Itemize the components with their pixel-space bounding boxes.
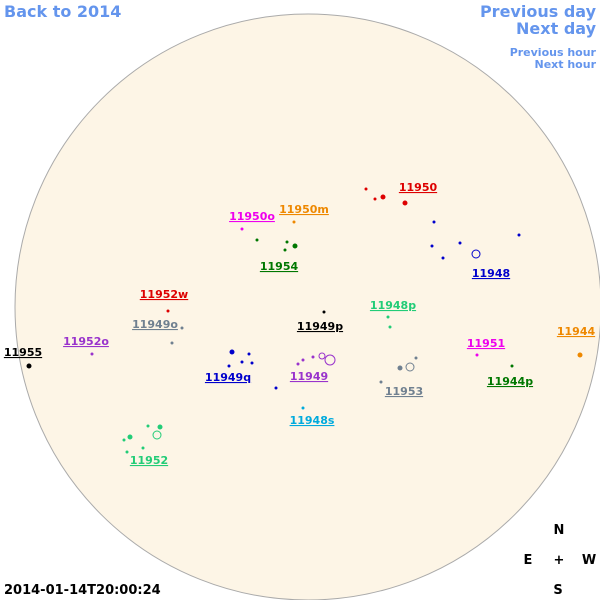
sunspot: [402, 200, 408, 206]
sunspot: [430, 244, 434, 248]
sunspot: [170, 341, 174, 345]
sunspot: [405, 362, 415, 372]
sunspot: [471, 249, 481, 259]
sunspot: [379, 380, 383, 384]
sunspot: [146, 424, 150, 428]
sunspot: [432, 220, 436, 224]
region-label[interactable]: 11952w: [140, 288, 188, 301]
sunspot: [180, 326, 184, 330]
region-label[interactable]: 11949: [290, 370, 328, 383]
region-label[interactable]: 11950: [399, 181, 438, 194]
compass-south: S: [553, 583, 562, 598]
sunspot: [240, 360, 244, 364]
sunspot: [373, 197, 377, 201]
region-label[interactable]: 11948p: [370, 299, 416, 312]
sunspot: [577, 352, 583, 358]
sunspot: [324, 354, 336, 366]
sunspot: [283, 248, 287, 252]
sunspot: [166, 309, 170, 313]
region-label[interactable]: 11944: [557, 325, 596, 338]
sunspot: [157, 424, 163, 430]
previous-hour-link[interactable]: Previous hour: [510, 46, 597, 59]
region-label[interactable]: 11949q: [205, 371, 251, 384]
sunspot: [285, 240, 289, 244]
sunspot: [322, 310, 326, 314]
solar-disk: [14, 13, 600, 600]
region-label[interactable]: 11954: [260, 260, 299, 273]
region-label[interactable]: 11949p: [297, 320, 343, 333]
timestamp: 2014-01-14T20:00:24: [4, 583, 161, 598]
sunspot: [386, 315, 390, 319]
sunspot: [127, 434, 133, 440]
compass-center: +: [554, 553, 565, 568]
region-label[interactable]: 11949o: [132, 318, 178, 331]
region-label[interactable]: 11950m: [279, 203, 329, 216]
compass-east: E: [524, 553, 533, 568]
compass-west: W: [582, 553, 596, 568]
region-label[interactable]: 11952: [130, 454, 168, 467]
sunspot: [510, 364, 514, 368]
region-label[interactable]: 11952o: [63, 335, 109, 348]
sunspot: [227, 364, 231, 368]
sunspot: [26, 363, 32, 369]
sunspot: [240, 227, 244, 231]
sunspot: [380, 194, 386, 200]
sunspots: [26, 187, 583, 454]
sunspot: [517, 233, 521, 237]
sunspot: [229, 349, 235, 355]
back-link[interactable]: Back to 2014: [4, 2, 121, 21]
region-label[interactable]: 11944p: [487, 375, 533, 388]
sunspot: [301, 406, 305, 410]
sunspot: [141, 446, 145, 450]
previous-day-link[interactable]: Previous day: [480, 2, 597, 21]
region-label[interactable]: 11948: [472, 267, 510, 280]
region-label[interactable]: 11955: [4, 346, 42, 359]
sunspot: [250, 361, 254, 365]
sunspot: [247, 352, 251, 356]
sunspot: [318, 352, 326, 360]
region-label[interactable]: 11951: [467, 337, 505, 350]
sunspot: [90, 352, 94, 356]
region-label[interactable]: 11948s: [290, 414, 335, 427]
next-day-link[interactable]: Next day: [516, 19, 597, 38]
region-label[interactable]: 11953: [385, 385, 423, 398]
sunspot: [388, 325, 392, 329]
sunspot: [292, 220, 296, 224]
sunspot: [311, 355, 315, 359]
next-hour-link[interactable]: Next hour: [535, 58, 597, 71]
compass-north: N: [554, 523, 565, 538]
sunspot: [296, 362, 300, 366]
sunspot: [125, 450, 129, 454]
region-labels: 11950 11950o 11950m 11954 11948 11952w 11949o 1…: [4, 181, 596, 467]
sunspot: [152, 430, 162, 440]
sunspot: [397, 365, 403, 371]
sunspot: [274, 386, 278, 390]
region-label[interactable]: 11950o: [229, 210, 275, 223]
sunspot: [364, 187, 368, 191]
sunspot: [441, 256, 445, 260]
sunspot: [122, 438, 126, 442]
sunspot: [475, 353, 479, 357]
sunspot: [301, 358, 305, 362]
sunspot: [292, 243, 298, 249]
sunspot: [458, 241, 462, 245]
sunspot: [255, 238, 259, 242]
sunspot: [414, 356, 418, 360]
